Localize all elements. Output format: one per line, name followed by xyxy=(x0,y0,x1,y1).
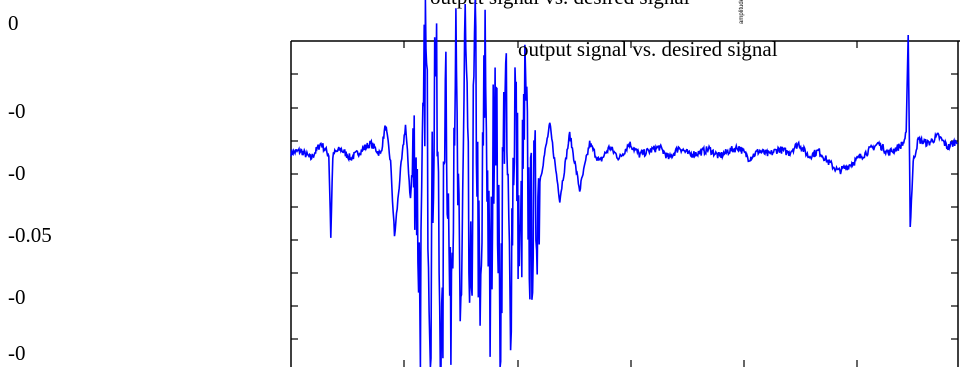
series-line-0 xyxy=(290,0,958,367)
chart-title: output signal vs. desired signal xyxy=(518,37,778,61)
chart-top-title: output signal vs. desired signal xyxy=(430,0,690,9)
y-tick-label-3: -0.05 xyxy=(8,223,52,247)
y-tick-label-4: -0 xyxy=(8,285,26,309)
y-tick-label-2: -0 xyxy=(8,161,26,185)
series-layer xyxy=(290,0,958,367)
y-tick-label-5: -0 xyxy=(8,341,26,365)
y-tick-label-0: 0 xyxy=(8,11,19,35)
y-tick-label-1: -0 xyxy=(8,99,26,123)
axis-ticks xyxy=(291,41,958,367)
plot-frame xyxy=(290,40,960,367)
y-axis-label: amplitude xyxy=(739,0,745,24)
